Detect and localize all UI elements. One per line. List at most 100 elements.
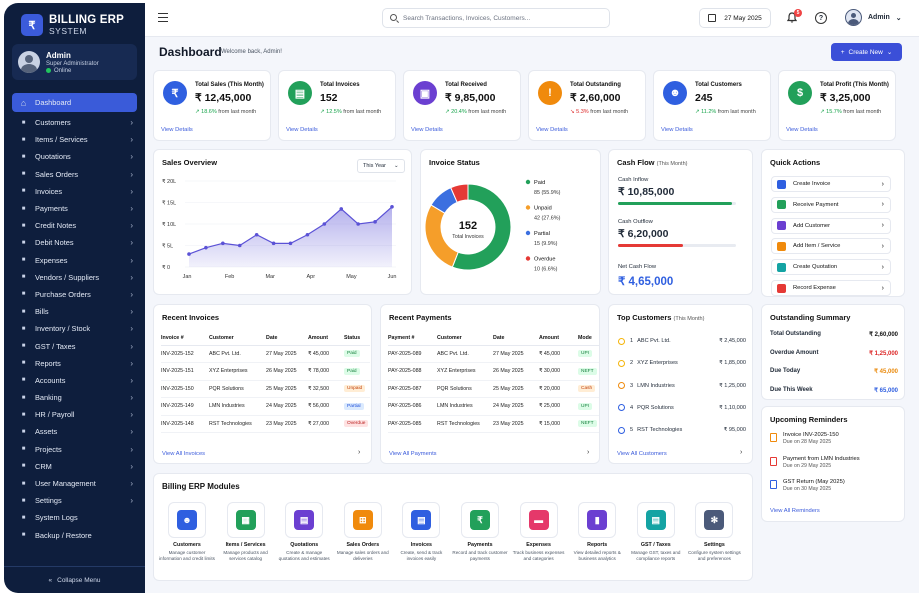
sidebar-item-customers[interactable]: ■ Customers › (4, 114, 145, 131)
sidebar-item-system-logs[interactable]: ■ System Logs (4, 509, 145, 526)
sales-point[interactable] (322, 222, 327, 226)
list-item[interactable]: 1 ABC Pvt. Ltd. ₹ 2,45,000 (618, 336, 746, 346)
list-item[interactable]: 2 XYZ Enterprises ₹ 1,85,000 (618, 358, 746, 368)
module-customers[interactable]: ☻ Customers Manage customer information an… (158, 502, 216, 562)
table-row[interactable]: INV-2025-151 XYZ Enterprises 26 May 2025 ₹ … (161, 362, 371, 381)
sales-point[interactable] (271, 241, 276, 246)
receive-payment-button[interactable]: Receive Payment › (771, 196, 891, 213)
stat-card[interactable]: ☻ Total Customers 245 ↗ 11.2% from last mon… (653, 70, 771, 141)
module-reports[interactable]: ▮ Reports View detailed reports & business… (568, 502, 626, 562)
reminder-item[interactable]: Payment from LMN Industries Due on 29 May… (770, 456, 900, 469)
view-all-reminders-link[interactable]: View All Reminders (770, 508, 820, 514)
table-row[interactable]: PAY-2025-086 LMN Industries 24 May 2025 ₹ 2… (388, 397, 599, 416)
sales-point[interactable] (373, 220, 377, 224)
sales-point[interactable] (339, 207, 344, 211)
list-item[interactable]: 5 RST Technologies ₹ 95,000 (618, 425, 746, 435)
sales-point[interactable] (390, 205, 394, 209)
view-details-link[interactable]: View Details (161, 127, 193, 133)
record-expense-button[interactable]: Record Expense › (771, 280, 891, 296)
view-details-link[interactable]: View Details (411, 127, 443, 133)
reminder-item[interactable]: GST Return (May 2025) Due on 30 May 2025 (770, 479, 900, 492)
sidebar-item-reports[interactable]: ■ Reports › (4, 355, 145, 372)
table-row[interactable]: PAY-2025-088 XYZ Enterprises 26 May 2025 ₹ … (388, 362, 599, 381)
stat-card[interactable]: ! Total Outstanding ₹ 2,60,000 ↘ 5.3% from … (528, 70, 646, 141)
sidebar-item-settings[interactable]: ■ Settings › (4, 492, 145, 509)
create-quotation-button[interactable]: Create Quotation › (771, 259, 891, 276)
menu-toggle-icon[interactable] (158, 13, 168, 22)
create-new-button[interactable]: + Create New ⌄ (831, 43, 902, 61)
create-invoice-button[interactable]: Create Invoice › (771, 176, 891, 192)
add-customer-button[interactable]: Add Customer › (771, 217, 891, 234)
sidebar-item-expenses[interactable]: ■ Expenses › (4, 252, 145, 269)
period-select[interactable]: This Year ⌄ (357, 159, 405, 173)
sidebar-item-projects[interactable]: ■ Projects › (4, 441, 145, 458)
user-box[interactable]: Admin Super Administrator Online (12, 44, 137, 80)
view-all-customers-link[interactable]: View All Customers (617, 451, 667, 457)
sidebar-item-backup-restore[interactable]: ■ Backup / Restore (4, 527, 145, 544)
module-payments[interactable]: ₹ Payments Record and track customer payme… (451, 502, 509, 562)
table-row[interactable]: INV-2025-148 RST Technologies 23 May 2025 ₹… (161, 415, 371, 433)
chevron-right-icon[interactable]: › (358, 449, 361, 456)
sidebar-item-debit-notes[interactable]: ■ Debit Notes › (4, 234, 145, 251)
module-sales-orders[interactable]: ⊞ Sales Orders Manage sales orders and del… (334, 502, 392, 562)
date-picker[interactable]: 27 May 2025 (699, 8, 771, 28)
help-icon[interactable]: ? (815, 12, 827, 24)
sales-point[interactable] (204, 245, 208, 250)
view-details-link[interactable]: View Details (786, 127, 818, 133)
table-row[interactable]: PAY-2025-089 ABC Pvt. Ltd. 27 May 2025 ₹ 45… (388, 345, 599, 363)
sidebar-item-vendors-suppliers[interactable]: ■ Vendors / Suppliers › (4, 269, 145, 286)
sidebar-item-bills[interactable]: ■ Bills › (4, 303, 145, 320)
sidebar-item-credit-notes[interactable]: ■ Credit Notes › (4, 217, 145, 234)
reminder-item[interactable]: Invoice INV-2025-150 Due on 28 May 2025 (770, 432, 900, 445)
view-all-payments-link[interactable]: View All Payments (389, 451, 437, 457)
module-items-services[interactable]: ▦ Items / Services Manage products and ser… (217, 502, 275, 562)
table-row[interactable]: INV-2025-149 LMN Industries 24 May 2025 ₹ 5… (161, 397, 371, 416)
sidebar-item-user-management[interactable]: ■ User Management › (4, 475, 145, 492)
sidebar-item-assets[interactable]: ■ Assets › (4, 423, 145, 440)
table-row[interactable]: INV-2025-152 ABC Pvt. Ltd. 27 May 2025 ₹ 45… (161, 345, 371, 363)
view-details-link[interactable]: View Details (286, 127, 318, 133)
stat-card[interactable]: $ Total Profit (This Month) ₹ 3,25,000 ↗ 15… (778, 70, 896, 141)
add-item-service-button[interactable]: Add Item / Service › (771, 238, 891, 255)
sidebar-item-sales-orders[interactable]: ■ Sales Orders › (4, 166, 145, 183)
sales-point[interactable] (305, 232, 310, 237)
module-gst-taxes[interactable]: ▤ GST / Taxes Manage GST, taxes and compli… (627, 502, 685, 562)
sidebar-item-banking[interactable]: ■ Banking › (4, 389, 145, 406)
list-item[interactable]: 3 LMN Industries ₹ 1,25,000 (618, 381, 746, 391)
stat-card[interactable]: ₹ Total Sales (This Month) ₹ 12,45,000 ↗ 18… (153, 70, 271, 141)
module-settings[interactable]: ✻ Settings Configure system settings and p… (685, 502, 743, 562)
sidebar-item-purchase-orders[interactable]: ■ Purchase Orders › (4, 286, 145, 303)
sales-point[interactable] (356, 222, 360, 226)
table-row[interactable]: PAY-2025-087 PQR Solutions 25 May 2025 ₹ 20… (388, 380, 599, 398)
sidebar-item-items-services[interactable]: ■ Items / Services › (4, 131, 145, 148)
stat-card[interactable]: ▣ Total Received ₹ 9,85,000 ↗ 20.4% from la… (403, 70, 521, 141)
chevron-right-icon[interactable]: › (587, 449, 590, 456)
sidebar-item-quotations[interactable]: ■ Quotations › (4, 148, 145, 165)
donut-slice-paid[interactable] (451, 183, 512, 271)
view-details-link[interactable]: View Details (536, 127, 568, 133)
sidebar-item-hr-payroll[interactable]: ■ HR / Payroll › (4, 406, 145, 423)
sales-point[interactable] (288, 241, 293, 246)
module-quotations[interactable]: ▤ Quotations Create & manage quotations an… (275, 502, 333, 562)
stat-card[interactable]: ▤ Total Invoices 152 ↗ 12.5% from last mont… (278, 70, 396, 141)
sidebar-item-payments[interactable]: ■ Payments › (4, 200, 145, 217)
sidebar-item-dashboard[interactable]: ⌂ Dashboard (12, 93, 137, 112)
sidebar-item-accounts[interactable]: ■ Accounts › (4, 372, 145, 389)
sidebar-item-crm[interactable]: ■ CRM › (4, 458, 145, 475)
sales-point[interactable] (221, 241, 225, 246)
sidebar-item-invoices[interactable]: ■ Invoices › (4, 183, 145, 200)
sales-point[interactable] (237, 243, 242, 248)
donut-slice-overdue[interactable] (450, 183, 469, 203)
sidebar-item-gst-taxes[interactable]: ■ GST / Taxes › (4, 337, 145, 354)
module-expenses[interactable]: ▬ Expenses Track business expenses and cat… (510, 502, 568, 562)
table-row[interactable]: PAY-2025-085 RST Technologies 23 May 2025 ₹… (388, 415, 599, 433)
search-input[interactable]: Search Transactions, Invoices, Customers… (382, 8, 610, 28)
module-invoices[interactable]: ▤ Invoices Create, send & track invoices e… (392, 502, 450, 562)
sales-point[interactable] (254, 232, 259, 237)
list-item[interactable]: 4 PQR Solutions ₹ 1,10,000 (618, 403, 746, 413)
table-row[interactable]: INV-2025-150 PQR Solutions 25 May 2025 ₹ 32… (161, 380, 371, 398)
collapse-menu-button[interactable]: « Collapse Menu (4, 566, 145, 593)
admin-menu[interactable]: Admin ⌄ (845, 9, 902, 26)
sales-point[interactable] (187, 252, 191, 256)
sidebar-item-inventory-stock[interactable]: ■ Inventory / Stock › (4, 320, 145, 337)
